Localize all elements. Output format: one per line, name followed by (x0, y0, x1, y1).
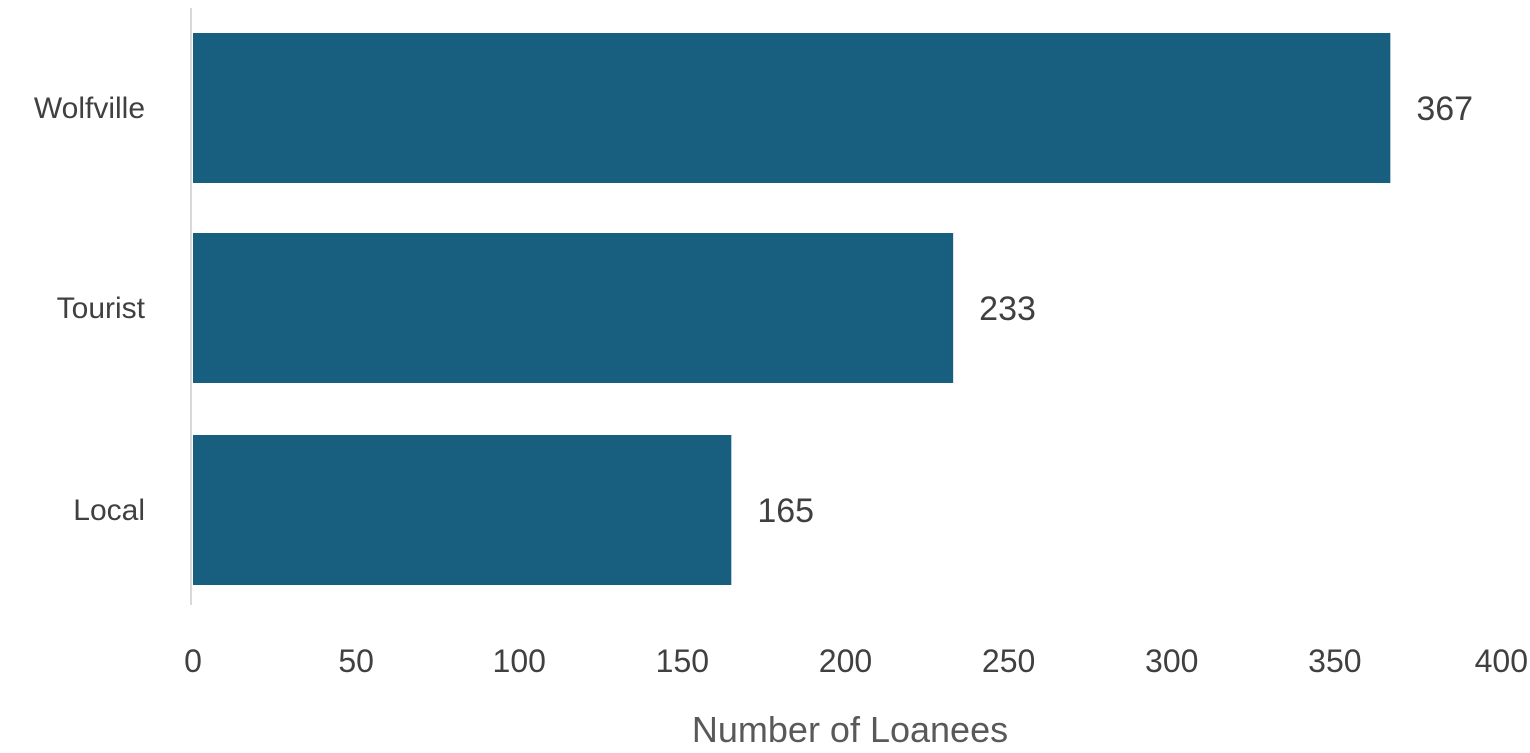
category-label-wolfville: Wolfville (34, 92, 145, 125)
x-tick-label: 250 (982, 643, 1035, 679)
x-tick-label: 0 (184, 643, 202, 679)
value-label-tourist: 233 (979, 290, 1036, 328)
x-tick-label: 400 (1475, 643, 1528, 679)
value-label-local: 165 (757, 492, 814, 530)
category-label-local: Local (73, 494, 145, 527)
bars-layer (193, 33, 1391, 585)
x-tick-label: 300 (1145, 643, 1198, 679)
category-label-tourist: Tourist (57, 292, 146, 325)
x-tick-label: 150 (656, 643, 709, 679)
x-tick-label: 200 (819, 643, 872, 679)
x-tick-label: 50 (338, 643, 374, 679)
bar-tourist (193, 233, 954, 383)
value-labels-layer: 367 233 165 (757, 90, 1473, 530)
x-tick-label: 100 (493, 643, 546, 679)
value-label-wolfville: 367 (1416, 90, 1473, 128)
bar-wolfville (193, 33, 1391, 183)
category-labels-layer: Wolfville Tourist Local (34, 92, 146, 527)
x-tick-labels: 0 50 100 150 200 250 300 350 400 (184, 643, 1528, 679)
bar-local (193, 435, 732, 585)
x-tick-label: 350 (1308, 643, 1361, 679)
x-axis-title: Number of Loanees (692, 709, 1008, 750)
